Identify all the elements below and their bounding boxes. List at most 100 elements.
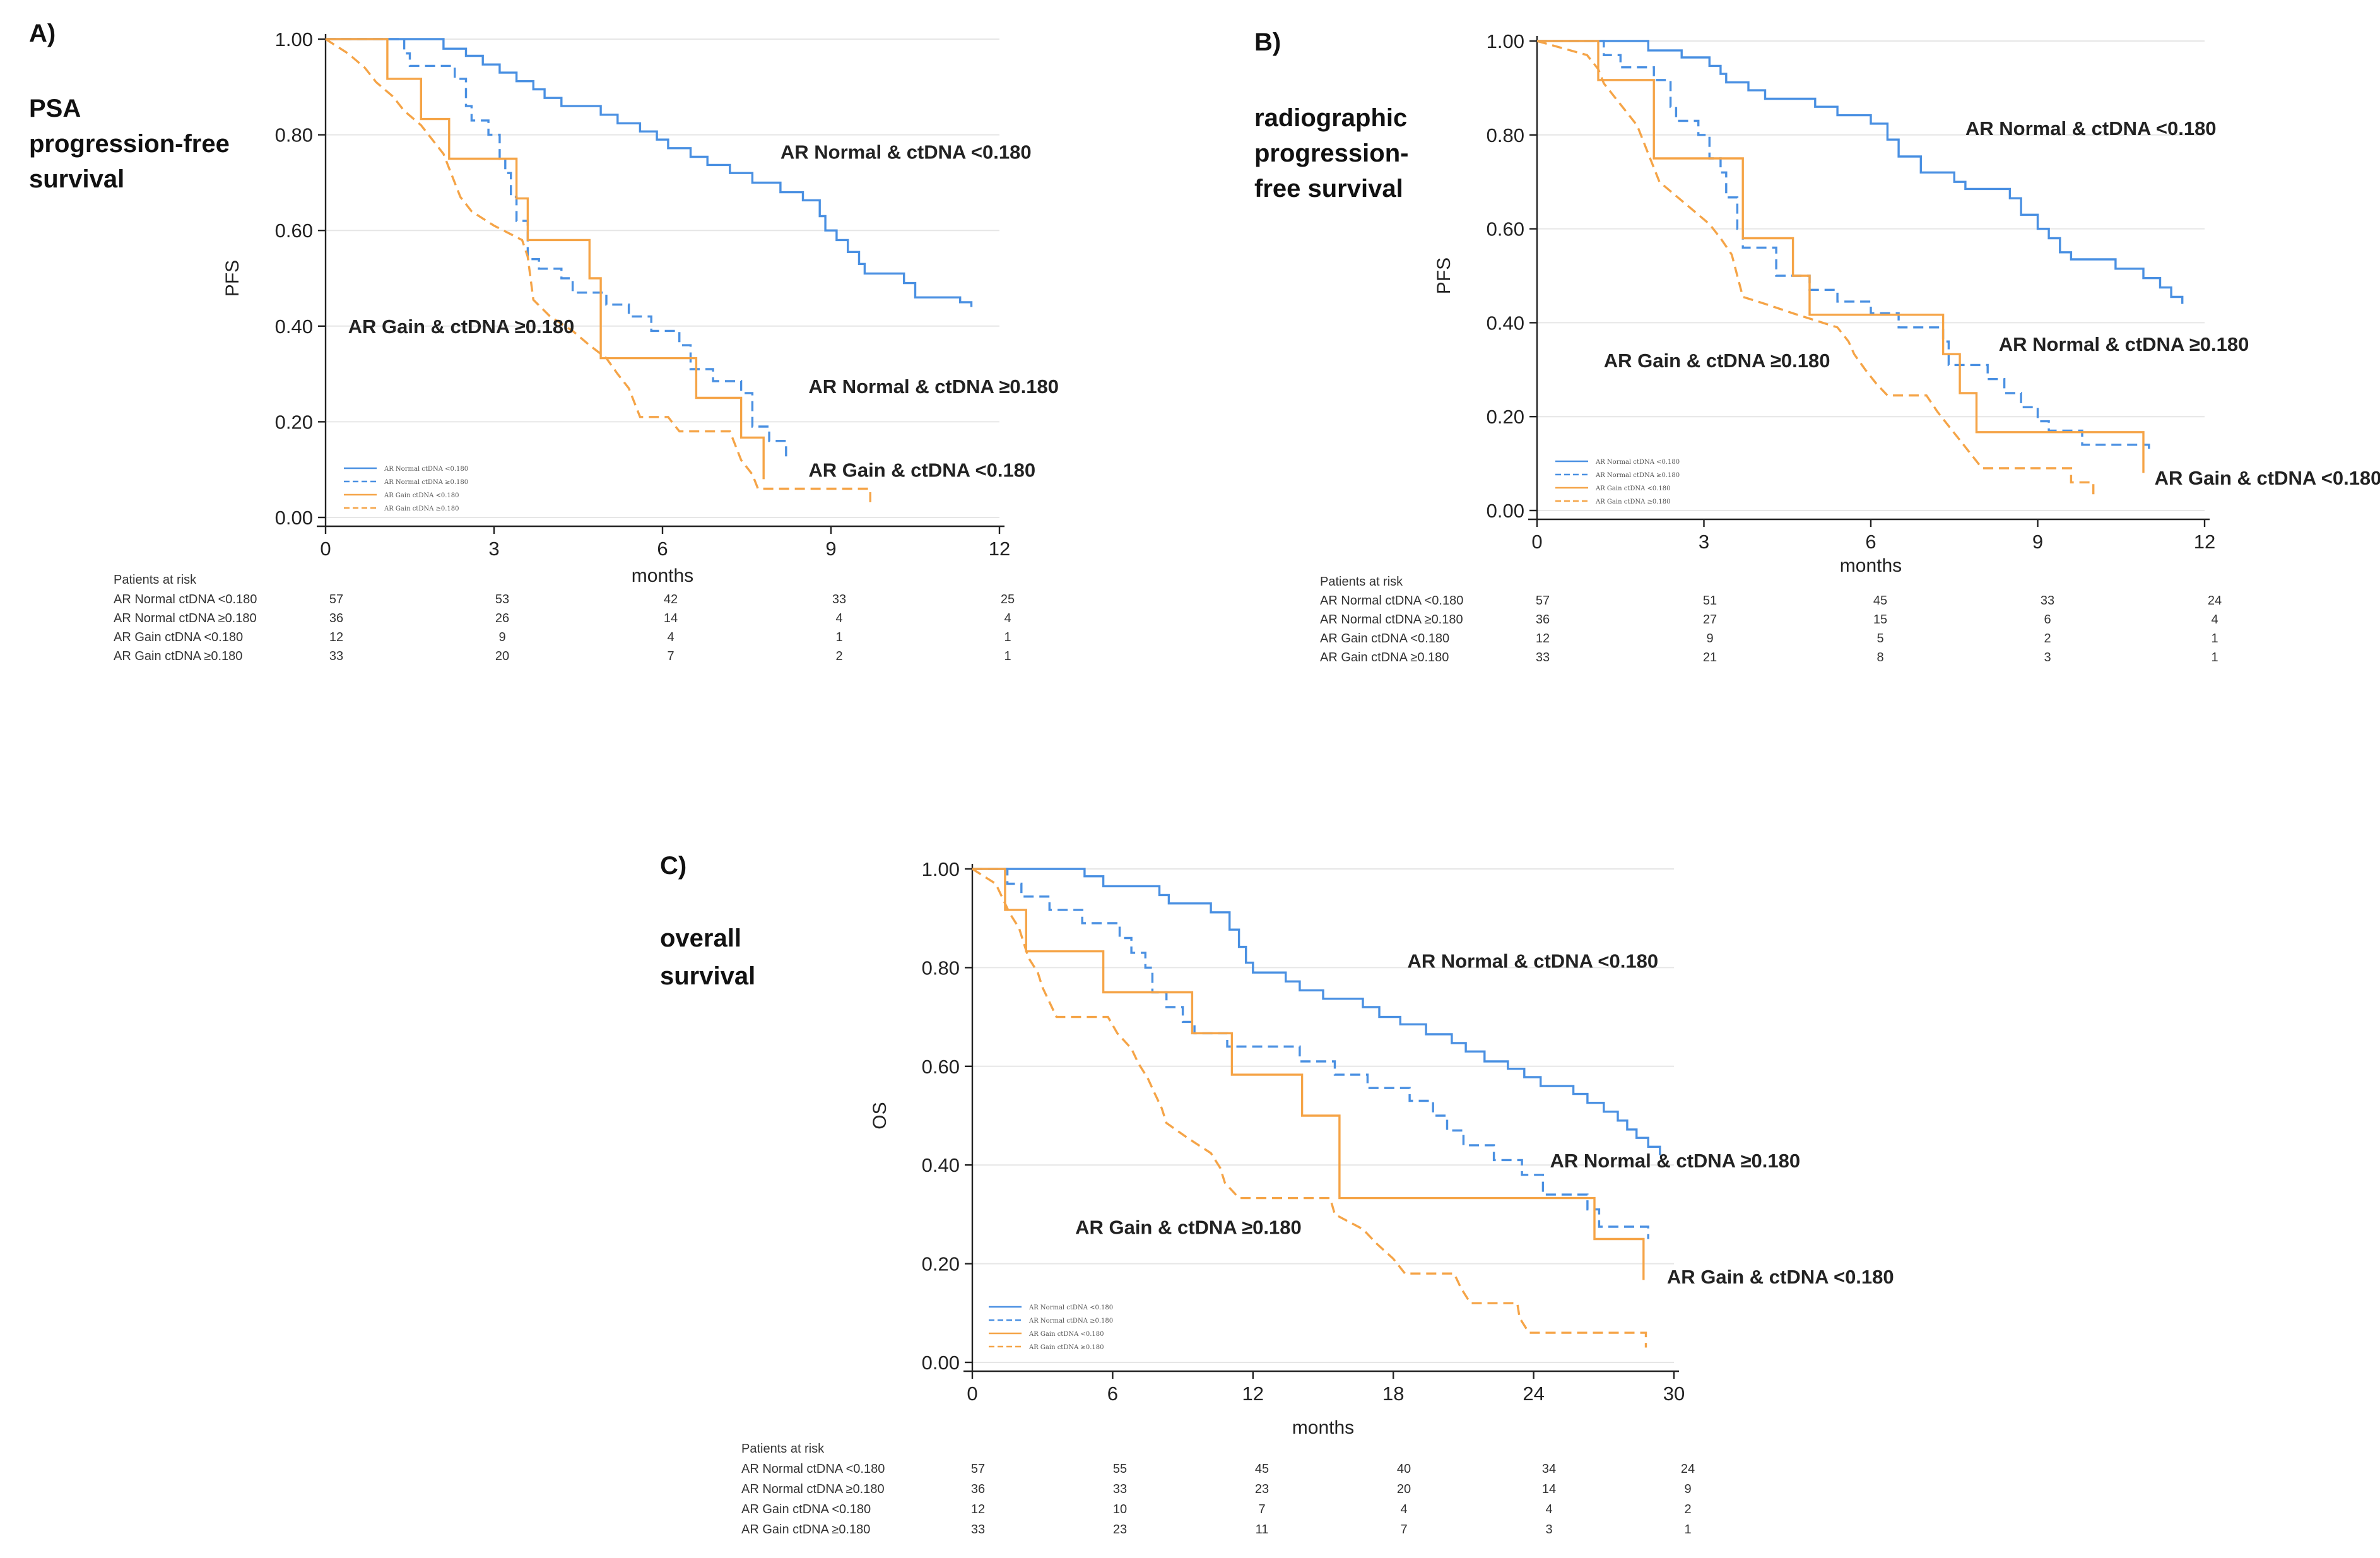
panel-b-risk-count: 1 (2211, 632, 2218, 646)
panel-b-risk-count: 24 (2208, 594, 2222, 608)
panel-a-risk-count: 1 (835, 630, 842, 644)
panel-a-series-3 (326, 38, 765, 480)
panel-b-legend-entry: AR Gain ctDNA ≥0.180 (1595, 499, 1671, 505)
panel-b-risk-count: 1 (2211, 651, 2218, 664)
panel-b-ytick-label: 0.20 (1487, 406, 1524, 428)
panel-a-risk-count: 53 (495, 593, 509, 606)
panel-c-risk-count: 33 (971, 1523, 985, 1537)
panel-c-legend-entry: AR Gain ctDNA <0.180 (1028, 1331, 1104, 1338)
panel-c-xtick-label: 12 (1242, 1383, 1264, 1405)
panel-b-ytick-label: 0.80 (1487, 124, 1524, 146)
panel-c-annotation: AR Gain & ctDNA <0.180 (1667, 1266, 1894, 1288)
panel-a-risk-count: 14 (664, 611, 678, 625)
panel-b-risk-count: 36 (1536, 613, 1550, 627)
panel-a-ytick-label: 1.00 (275, 28, 313, 50)
panel-c-risk-header: Patients at risk (741, 1442, 825, 1456)
panel-b-ytick-label: 0.00 (1487, 500, 1524, 522)
panel-a: A) PSA progression-free survival 0.00 0.20 0.4… (29, 20, 1059, 663)
panel-c-risk-count: 4 (1545, 1502, 1552, 1516)
panel-b-title-line: free survival (1254, 175, 1403, 203)
panel-c-ytick-label: 0.00 (922, 1352, 960, 1374)
panel-b-xtick-label: 9 (2032, 531, 2043, 553)
panel-a-xtick-label: 0 (320, 538, 331, 560)
panel-b-legend-entry: AR Normal ctDNA ≥0.180 (1595, 472, 1680, 479)
panel-c-risk-count: 1 (1684, 1523, 1691, 1537)
panel-c-risk-count: 23 (1113, 1523, 1127, 1537)
panel-a-risk-count: 2 (835, 649, 842, 663)
panel-a-annotation: AR Normal & ctDNA <0.180 (781, 141, 1032, 163)
panel-c-series-2 (972, 868, 1649, 1239)
panel-a-risk-count: 57 (329, 593, 343, 606)
panel-a-risk-count: 7 (667, 649, 674, 663)
panel-a-risk-row-label: AR Gain ctDNA ≥0.180 (114, 649, 242, 663)
panel-b-legend-entry: AR Normal ctDNA <0.180 (1595, 459, 1680, 466)
panel-b-annotation: AR Gain & ctDNA <0.180 (2155, 467, 2380, 489)
panel-a-xtick-label: 9 (825, 538, 836, 560)
panel-b-xlabel: months (1840, 555, 1902, 576)
panel-c-xtick-label: 18 (1382, 1383, 1404, 1405)
panel-c-risk-count: 12 (971, 1502, 985, 1516)
panel-b-risk-row-label: AR Normal ctDNA <0.180 (1320, 594, 1463, 608)
panel-b-risk-count: 9 (1706, 632, 1713, 646)
panel-b: B) radiographic progression-free survival 0… (1254, 28, 2380, 664)
panel-b-xtick-label: 0 (1531, 531, 1542, 553)
panel-c: C) overall survival 0.00 0.20 0.40 0.60 0.80 1.0… (660, 852, 1894, 1537)
panel-a-ytick-label: 0.00 (275, 507, 313, 529)
panel-c-legend-entry: AR Normal ctDNA <0.180 (1028, 1304, 1113, 1311)
panel-b-title-line: progression- (1254, 139, 1408, 167)
panel-c-risk-count: 3 (1545, 1523, 1552, 1537)
panel-a-risk-count: 9 (498, 630, 505, 644)
panel-a-risk-count: 12 (329, 630, 343, 644)
panel-a-risk-count: 4 (1004, 611, 1011, 625)
panel-c-risk-count: 57 (971, 1462, 985, 1476)
panel-c-legend-entry: AR Normal ctDNA ≥0.180 (1028, 1318, 1113, 1325)
panel-a-legend-entry: AR Normal ctDNA ≥0.180 (384, 479, 468, 486)
panel-b-risk-count: 21 (1703, 651, 1717, 664)
panel-c-ylabel: OS (869, 1102, 890, 1129)
panel-a-annotation: AR Normal & ctDNA ≥0.180 (808, 375, 1059, 398)
panel-c-risk-count: 23 (1255, 1482, 1269, 1496)
panel-c-title-line: overall (660, 924, 741, 952)
panel-b-series-4 (1536, 40, 2095, 497)
panel-b-risk-row-label: AR Gain ctDNA <0.180 (1320, 632, 1449, 646)
panel-a-risk-count: 20 (495, 649, 509, 663)
panel-c-risk-count: 14 (1542, 1482, 1556, 1496)
panel-b-annotation: AR Normal & ctDNA ≥0.180 (1999, 333, 2249, 355)
panel-a-risk-count: 36 (329, 611, 343, 625)
panel-b-risk-count: 27 (1703, 613, 1717, 627)
panel-a-risk-row-label: AR Gain ctDNA <0.180 (114, 630, 243, 644)
panel-a-ytick-label: 0.40 (275, 316, 313, 338)
panel-c-risk-row-label: AR Normal ctDNA ≥0.180 (741, 1482, 885, 1496)
panel-c-annotation: AR Gain & ctDNA ≥0.180 (1075, 1217, 1302, 1239)
panel-a-series-4 (325, 38, 872, 504)
panel-c-legend-entry: AR Gain ctDNA ≥0.180 (1028, 1344, 1104, 1351)
panel-b-annotation: AR Gain & ctDNA ≥0.180 (1604, 350, 1830, 372)
panel-b-xtick-label: 12 (2194, 531, 2215, 553)
panel-a-risk-count: 42 (664, 593, 678, 606)
panel-b-risk-count: 45 (1873, 594, 1887, 608)
panel-c-risk-row-label: AR Normal ctDNA <0.180 (741, 1462, 885, 1476)
panel-a-xtick-label: 3 (488, 538, 499, 560)
panel-a-xtick-label: 12 (989, 538, 1010, 560)
panel-a-ytick-label: 0.80 (275, 124, 313, 146)
panel-b-ytick-label: 1.00 (1487, 30, 1524, 52)
panel-c-risk-count: 11 (1256, 1523, 1269, 1537)
panel-b-risk-row-label: AR Normal ctDNA ≥0.180 (1320, 613, 1463, 627)
panel-b-risk-count: 8 (1876, 651, 1883, 664)
panel-c-xlabel: months (1292, 1417, 1354, 1438)
panel-a-letter: A) (29, 20, 56, 47)
panel-c-letter: C) (660, 852, 686, 880)
panel-c-risk-count: 20 (1397, 1482, 1411, 1496)
panel-b-risk-count: 5 (1876, 632, 1883, 646)
panel-b-risk-count: 51 (1703, 594, 1717, 608)
panel-a-title-line: survival (29, 165, 124, 193)
panel-a-risk-count: 4 (667, 630, 674, 644)
panel-c-xtick-label: 0 (967, 1383, 977, 1405)
panel-c-ytick-label: 0.80 (922, 957, 960, 979)
panel-a-risk-count: 26 (495, 611, 509, 625)
panel-c-risk-count: 10 (1113, 1502, 1127, 1516)
panel-b-ylabel: PFS (1434, 257, 1454, 294)
panel-a-title-line: progression-free (29, 130, 230, 158)
panel-c-risk-row-label: AR Gain ctDNA ≥0.180 (741, 1523, 870, 1537)
